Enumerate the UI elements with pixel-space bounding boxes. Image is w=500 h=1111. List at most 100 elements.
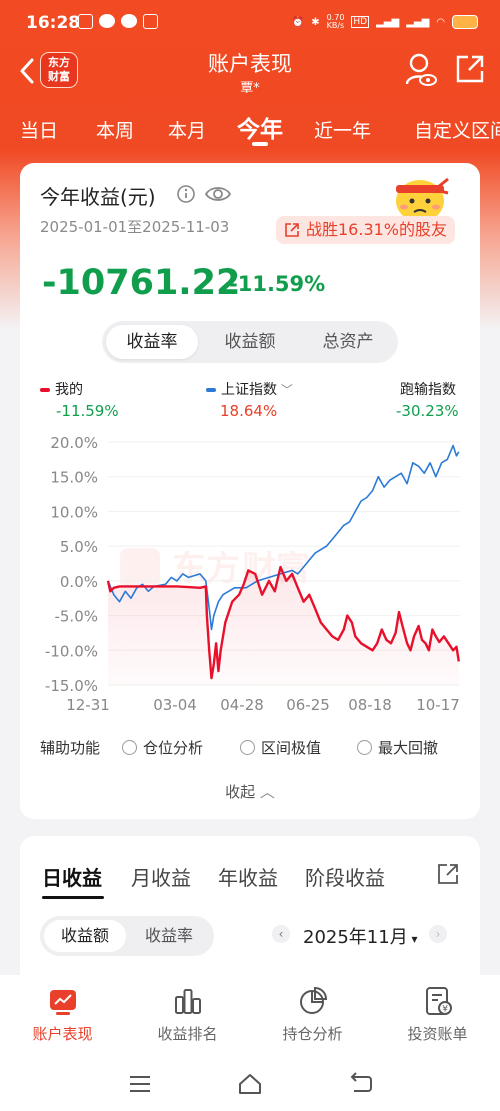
tab-this-month[interactable]: 本月: [168, 120, 207, 142]
segment-return-amount[interactable]: 收益额: [224, 332, 276, 352]
prev-month-button[interactable]: ‹: [272, 925, 290, 943]
bottom-nav-label: 投资账单: [407, 1025, 468, 1043]
net-speed: 0.70 KB/s: [326, 13, 345, 30]
battery-icon: [452, 15, 478, 29]
aux-range-extreme[interactable]: 区间极值: [240, 737, 321, 758]
bill-icon: ¥: [425, 987, 452, 1015]
y-tick-label: -10.0%: [45, 642, 98, 660]
aux-option-label: 区间极值: [261, 739, 322, 757]
series-area-mine: [108, 567, 459, 685]
radio-icon: [357, 740, 372, 755]
status-app-icons: [78, 14, 158, 29]
bottom-nav-investment-bill[interactable]: ¥ 投资账单: [375, 985, 500, 1044]
legend-diff-label: 跑输指数: [400, 382, 456, 398]
app-notification-icon: [143, 14, 158, 29]
date-range: 2025-01-01至2025-11-03: [40, 218, 230, 236]
income-metric-toggle: 收益额 收益率: [40, 916, 214, 956]
home-icon[interactable]: [237, 1071, 263, 1097]
tab-this-week[interactable]: 本周: [96, 120, 135, 142]
segment-total-assets[interactable]: 总资产: [322, 332, 374, 352]
user-privacy-icon[interactable]: [404, 52, 438, 88]
info-icon[interactable]: [176, 184, 196, 204]
aux-max-drawdown[interactable]: 最大回撤: [357, 737, 438, 758]
tab-custom-range[interactable]: 自定义区间: [414, 120, 500, 142]
legend-mine-swatch: [40, 388, 50, 392]
returns-chart[interactable]: 东方 财富 20.0%15.0%10.0%5.0%0.0%-5.0%-10.0%…: [20, 428, 480, 718]
back-nav-icon[interactable]: [348, 1071, 374, 1097]
legend-mine-value: -11.59%: [56, 402, 119, 420]
tab-monthly-income[interactable]: 月收益: [131, 866, 191, 890]
bottom-nav-label: 账户表现: [32, 1025, 93, 1043]
tab-stage-income[interactable]: 阶段收益: [305, 866, 385, 890]
period-tabs: 当日 本周 本月 今年 近一年 自定义区间: [0, 110, 500, 150]
chart-lines: [106, 444, 460, 685]
x-tick-label: 04-28: [220, 696, 264, 714]
profit-percent: -11.59%: [229, 272, 326, 296]
radio-icon: [122, 740, 137, 755]
chat-icon: [99, 14, 115, 28]
legend-diff-value: -30.23%: [396, 402, 459, 420]
aux-label: 辅助功能: [40, 739, 101, 757]
radio-icon: [240, 740, 255, 755]
next-month-button[interactable]: ›: [429, 925, 447, 943]
month-selector[interactable]: 2025年11月 ▾: [303, 923, 418, 949]
income-detail-card: 日收益 月收益 年收益 阶段收益 收益额 收益率 ‹ 2025年11月 ▾ ›: [20, 836, 480, 996]
y-tick-label: -5.0%: [54, 608, 98, 626]
status-indicators: ⏰ ✱ 0.70 KB/s HD ▂▄▆ ▂▄▆ ◠: [292, 14, 478, 30]
eye-icon[interactable]: [204, 183, 232, 205]
svg-text:¥: ¥: [442, 1005, 448, 1015]
bottom-nav-label: 收益排名: [157, 1025, 218, 1043]
returns-card: 今年收益(元) 2025-01-01至2025-11-03 战胜16.31%的股…: [20, 163, 480, 819]
bluetooth-icon: ✱: [311, 16, 320, 28]
income-tab-indicator: [42, 896, 104, 899]
series-line-mine: [106, 565, 460, 680]
share-link-icon: [285, 223, 299, 237]
export-icon[interactable]: [436, 862, 460, 886]
segment-return-rate[interactable]: 收益率: [106, 325, 198, 359]
legend-index-label: 上证指数: [221, 382, 277, 398]
tab-today[interactable]: 当日: [20, 120, 59, 142]
series-line-index: [107, 444, 460, 631]
y-tick-label: 5.0%: [60, 538, 98, 556]
bottom-nav-income-ranking[interactable]: 收益排名: [125, 985, 250, 1044]
y-tick-label: 0.0%: [60, 573, 98, 591]
bottom-nav-account-performance[interactable]: 账户表现: [0, 985, 125, 1044]
bottom-nav: 账户表现 收益排名 持仓分析 ¥ 投资账单: [0, 975, 500, 1057]
collapse-button[interactable]: 收起 ︿: [20, 781, 480, 802]
page-title: 账户表现: [208, 52, 292, 76]
segment-income-amount[interactable]: 收益额: [44, 920, 126, 952]
back-icon[interactable]: [14, 54, 42, 88]
tab-yearly-income[interactable]: 年收益: [218, 866, 278, 890]
wifi-icon: ◠: [436, 16, 445, 28]
aux-position-analysis[interactable]: 仓位分析: [122, 737, 203, 758]
system-nav-bar: [0, 1057, 500, 1111]
aux-option-label: 最大回撤: [378, 739, 439, 757]
alarm-icon: ⏰: [291, 16, 305, 28]
wechat-icon: [121, 14, 137, 28]
x-tick-label: 12-31: [66, 696, 110, 714]
chevron-up-icon: ︿: [259, 783, 275, 801]
x-tick-label: 03-04: [153, 696, 197, 714]
y-axis-ticks: 20.0% 15.0% 10.0% 5.0% 0.0% -5.0% -10.0% -15.0%: [45, 434, 98, 695]
profit-amount: -10761.22: [42, 263, 241, 303]
menu-icon[interactable]: [127, 1071, 153, 1097]
metric-segmented-control: 收益率 收益额 总资产: [102, 321, 398, 363]
x-axis-ticks: 12-31 03-04 04-28 06-25 08-18 10-17: [66, 696, 460, 714]
segment-income-rate[interactable]: 收益率: [144, 926, 193, 945]
x-tick-label: 08-18: [348, 696, 392, 714]
tab-daily-income[interactable]: 日收益: [42, 866, 102, 890]
aux-option-label: 仓位分析: [143, 739, 204, 757]
collapse-label: 收起: [225, 783, 256, 801]
y-tick-label: 15.0%: [50, 469, 98, 487]
legend-index[interactable]: 上证指数 ﹀: [206, 379, 293, 399]
signal-icon: ▂▄▆: [376, 16, 400, 28]
mascot-icon: [396, 177, 449, 222]
tab-last-year[interactable]: 近一年: [314, 120, 372, 142]
hd-icon: HD: [351, 16, 370, 28]
bottom-nav-holdings-analysis[interactable]: 持仓分析: [250, 985, 375, 1044]
logo-line1: 东方: [48, 56, 70, 69]
logo-line2: 财富: [48, 70, 70, 83]
beat-peers-badge[interactable]: 战胜16.31%的股友: [276, 216, 456, 244]
share-icon[interactable]: [454, 53, 486, 85]
tab-this-year[interactable]: 今年: [237, 117, 283, 143]
